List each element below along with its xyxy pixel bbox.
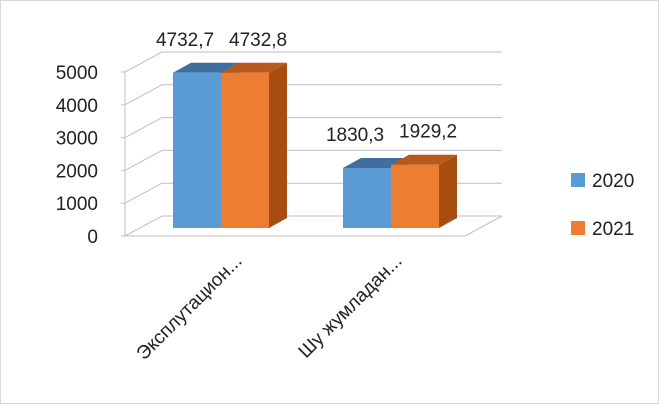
y-tick-label: 0 [87,227,98,248]
bar-top [221,62,287,73]
bar-2021-0 [221,72,269,228]
bar-side [439,154,457,228]
y-tick-label: 1000 [56,194,98,215]
legend: 2020 2021 [571,171,634,240]
y-axis-ticks: 0 1000 2000 3000 4000 5000 [56,63,125,248]
legend-label: 2020 [592,171,634,192]
bar-2020-0 [173,72,221,228]
data-labels: 4732,7 4732,8 1830,3 1929,2 [156,30,457,146]
legend-label: 2021 [592,219,634,240]
gridline [124,149,502,171]
data-label: 4732,7 [156,30,214,51]
y-tick-label: 3000 [56,129,98,150]
bar-side [269,62,287,228]
legend-swatch [571,221,585,235]
gridline [124,117,502,139]
data-label: 4732,8 [229,30,287,51]
bar-top [391,154,457,165]
legend-swatch [571,173,585,187]
bar-2021-1 [391,164,439,228]
axis-walls [124,72,503,237]
data-label: 1830,3 [326,125,384,146]
bars [173,62,457,228]
y-tick-label: 5000 [56,63,98,84]
y-tick-label: 2000 [56,161,98,182]
y-tick-label: 4000 [56,96,98,117]
floor-edge [125,215,503,237]
bar-2020-1 [343,167,391,228]
data-label: 1929,2 [399,122,457,143]
gridline [124,84,502,106]
gridline [124,51,502,73]
bar-top [173,62,239,73]
